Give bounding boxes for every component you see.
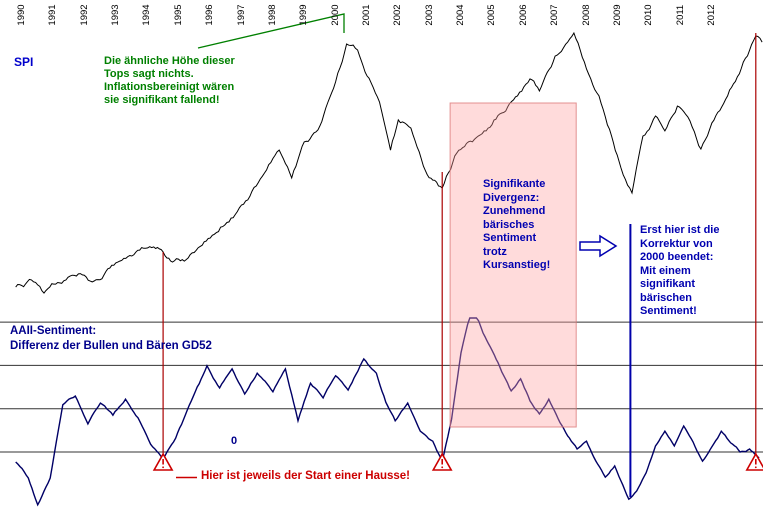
year-label: 2012 [705, 4, 717, 26]
year-label: 2001 [361, 4, 372, 26]
year-label: 2008 [580, 4, 592, 26]
year-label: 2010 [643, 4, 655, 26]
hausse-triangle-icon [745, 452, 763, 471]
year-label: 2007 [549, 4, 561, 26]
year-label: 1996 [204, 4, 216, 26]
year-label: 1990 [16, 4, 27, 26]
year-label: 2002 [392, 4, 404, 26]
year-label: 2006 [517, 4, 529, 26]
year-label: 1991 [47, 4, 59, 26]
year-label: 1993 [110, 4, 122, 26]
spi-series-label: SPI [14, 55, 34, 69]
year-label: 1994 [141, 4, 153, 26]
year-label: 1998 [266, 4, 278, 26]
sentiment-line [15, 317, 760, 507]
hausse-annotation: Hier ist jeweils der Start einer Hausse! [201, 470, 411, 482]
hausse-triangle-exclamation-dot [162, 466, 165, 469]
hausse-triangle-exclamation-dot [754, 466, 757, 469]
zero-axis-label: 0 [231, 435, 238, 447]
correction-annotation: Erst hier ist die Korrektur von 2000 bee… [640, 224, 720, 317]
spi-price-line [15, 31, 763, 294]
hausse-triangle-exclamation-dot [441, 466, 444, 469]
year-label: 2003 [423, 4, 435, 26]
year-label: 1999 [298, 4, 310, 26]
year-label: 2009 [611, 4, 623, 26]
divergence-highlight-region [449, 102, 577, 428]
blue-arrow-icon [579, 234, 618, 258]
divergence-annotation: Signifikante Divergenz: Zunehmend bärisc… [483, 178, 551, 271]
year-label: 2005 [486, 4, 498, 26]
year-label: 2004 [455, 4, 466, 26]
sentiment-series-label: AAII-Sentiment: Differenz der Bullen und… [10, 325, 212, 352]
year-label: 2000 [329, 4, 341, 26]
tops-annotation: Die ähnliche Höhe dieser Tops sagt nicht… [104, 55, 235, 106]
year-label: 1997 [235, 4, 247, 26]
year-label: 1995 [172, 4, 184, 26]
year-label: 2011 [674, 4, 686, 26]
green-connector-line [197, 13, 345, 49]
year-label: 1992 [78, 4, 90, 26]
